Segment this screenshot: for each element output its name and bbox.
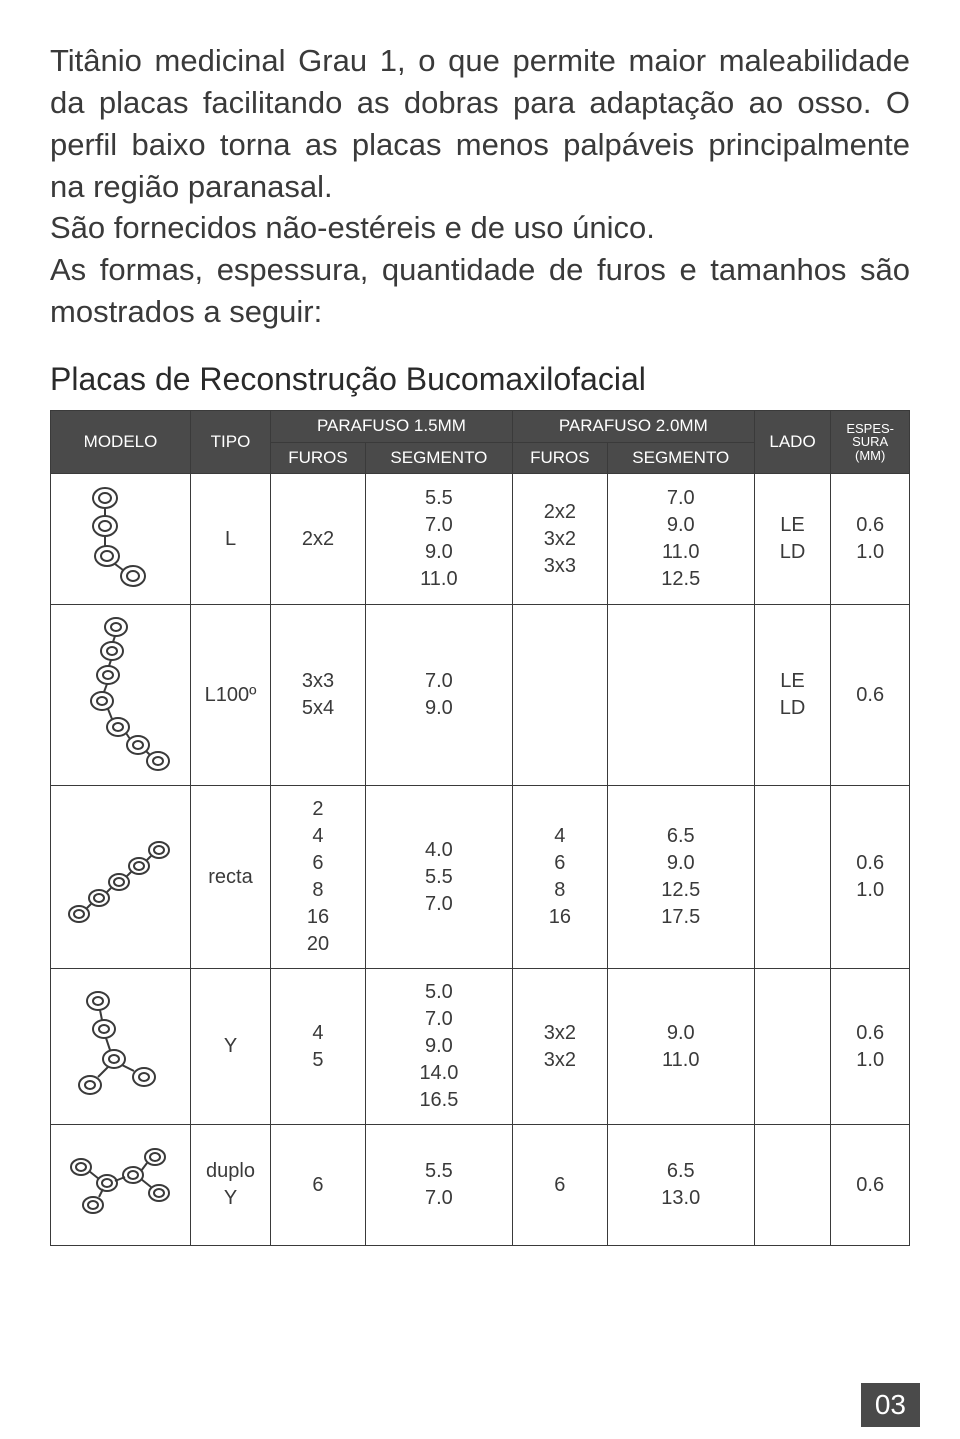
plate-recta-icon (61, 822, 181, 932)
intro-paragraph-3: As formas, espessura, quantidade de furo… (50, 249, 910, 333)
th-parafuso20: PARAFUSO 2.0MM (512, 410, 754, 442)
tipo-cell: Y (191, 969, 271, 1125)
esp-cell: 0.6 (831, 605, 910, 786)
th-espessura: ESPES-SURA(MM) (831, 410, 910, 473)
seg15-cell: 5.57.09.011.0 (365, 474, 512, 605)
esp-cell: 0.61.0 (831, 969, 910, 1125)
furos20-cell: 2x23x23x3 (512, 474, 607, 605)
tipo-cell: L100º (191, 605, 271, 786)
furos20-cell: 46816 (512, 786, 607, 969)
th-parafuso15: PARAFUSO 1.5MM (271, 410, 513, 442)
th-segmento-20: SEGMENTO (607, 442, 754, 474)
th-lado: LADO (754, 410, 831, 473)
seg15-cell: 7.09.0 (365, 605, 512, 786)
seg15-cell: 5.57.0 (365, 1125, 512, 1246)
modelo-icon-cell (51, 605, 191, 786)
plate-y-icon (66, 987, 176, 1107)
table-row: L 2x2 5.57.09.011.0 2x23x23x3 7.09.011.0… (51, 474, 910, 605)
furos15-cell: 2x2 (271, 474, 366, 605)
modelo-icon-cell (51, 474, 191, 605)
lado-cell: LELD (754, 474, 831, 605)
seg15-cell: 4.05.57.0 (365, 786, 512, 969)
esp-cell: 0.6 (831, 1125, 910, 1246)
seg20-cell: 6.59.012.517.5 (607, 786, 754, 969)
seg15-cell: 5.07.09.014.016.5 (365, 969, 512, 1125)
intro-paragraph-2: São fornecidos não-estéreis e de uso úni… (50, 207, 910, 249)
modelo-icon-cell (51, 1125, 191, 1246)
seg20-cell (607, 605, 754, 786)
table-header: MODELO TIPO PARAFUSO 1.5MM PARAFUSO 2.0M… (51, 410, 910, 473)
tipo-cell: recta (191, 786, 271, 969)
furos15-cell: 3x35x4 (271, 605, 366, 786)
table-row: duploY 6 5.57.0 6 6.513.0 0.6 (51, 1125, 910, 1246)
page-number: 03 (861, 1383, 920, 1427)
seg20-cell: 9.011.0 (607, 969, 754, 1125)
furos15-cell: 6 (271, 1125, 366, 1246)
seg20-cell: 6.513.0 (607, 1125, 754, 1246)
seg20-cell: 7.09.011.012.5 (607, 474, 754, 605)
table-row: recta 24681620 4.05.57.0 46816 6.59.012.… (51, 786, 910, 969)
furos20-cell (512, 605, 607, 786)
furos20-cell: 3x23x2 (512, 969, 607, 1125)
lado-cell (754, 969, 831, 1125)
modelo-icon-cell (51, 969, 191, 1125)
section-title: Placas de Reconstrução Bucomaxilofacial (50, 361, 910, 398)
lado-cell (754, 786, 831, 969)
table-row: Y 45 5.07.09.014.016.5 3x23x2 9.011.0 0.… (51, 969, 910, 1125)
plate-duplo-y-icon (61, 1135, 181, 1235)
esp-cell: 0.61.0 (831, 786, 910, 969)
plate-l-icon (85, 484, 157, 594)
plate-l100-icon (66, 615, 176, 775)
table-body: L 2x2 5.57.09.011.0 2x23x23x3 7.09.011.0… (51, 474, 910, 1246)
modelo-icon-cell (51, 786, 191, 969)
furos15-cell: 45 (271, 969, 366, 1125)
tipo-cell: L (191, 474, 271, 605)
tipo-cell: duploY (191, 1125, 271, 1246)
lado-cell: LELD (754, 605, 831, 786)
th-tipo: TIPO (191, 410, 271, 473)
furos20-cell: 6 (512, 1125, 607, 1246)
table-row: L100º 3x35x4 7.09.0 LELD 0.6 (51, 605, 910, 786)
furos15-cell: 24681620 (271, 786, 366, 969)
esp-cell: 0.61.0 (831, 474, 910, 605)
lado-cell (754, 1125, 831, 1246)
th-modelo: MODELO (51, 410, 191, 473)
th-furos-15: FUROS (271, 442, 366, 474)
intro-paragraph-1: Titânio medicinal Grau 1, o que permite … (50, 40, 910, 207)
th-furos-20: FUROS (512, 442, 607, 474)
plates-table: MODELO TIPO PARAFUSO 1.5MM PARAFUSO 2.0M… (50, 410, 910, 1246)
th-segmento-15: SEGMENTO (365, 442, 512, 474)
